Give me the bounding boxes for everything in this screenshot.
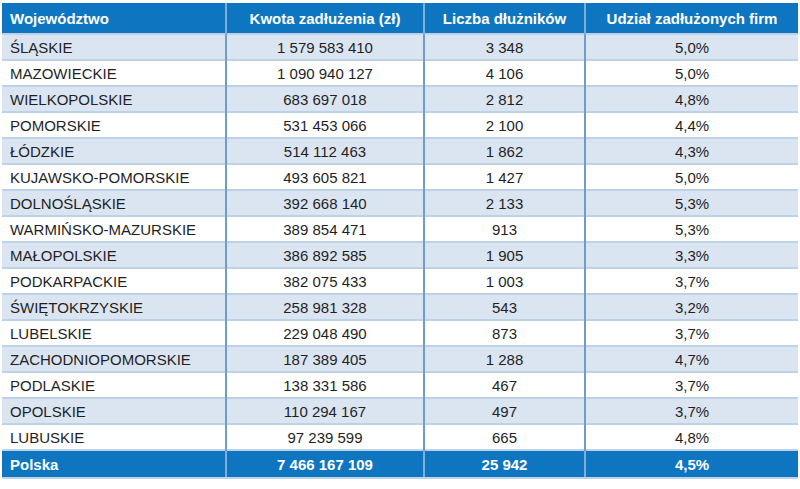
table-row: KUJAWSKO-POMORSKIE493 605 8211 4275,0%: [2, 164, 798, 190]
debt-amount-cell: 683 697 018: [226, 86, 424, 112]
debt-amount-cell: 138 331 586: [226, 372, 424, 398]
table-header: Województwo Kwota zadłużenia (zł) Liczba…: [2, 3, 798, 34]
debtor-count-cell: 873: [424, 320, 585, 346]
debtor-count-cell: 665: [424, 424, 585, 450]
debtor-share-cell: 4,7%: [585, 346, 798, 372]
debtor-share-cell: 3,2%: [585, 294, 798, 320]
total-debtor-count-cell: 25 942: [424, 450, 585, 478]
debt-amount-cell: 110 294 167: [226, 398, 424, 424]
voivodeship-cell: PODLASKIE: [2, 372, 226, 398]
total-row: Polska 7 466 167 109 25 942 4,5%: [2, 450, 798, 478]
debt-table: Województwo Kwota zadłużenia (zł) Liczba…: [2, 3, 798, 479]
debtor-count-cell: 543: [424, 294, 585, 320]
voivodeship-cell: ŚWIĘTOKRZYSKIE: [2, 294, 226, 320]
total-label-cell: Polska: [2, 450, 226, 478]
header-cell-debtor-share: Udział zadłużonych firm: [585, 3, 798, 34]
voivodeship-cell: WARMIŃSKO-MAZURSKIE: [2, 216, 226, 242]
debtor-share-cell: 3,3%: [585, 242, 798, 268]
debtor-share-cell: 4,8%: [585, 86, 798, 112]
debtor-count-cell: 1 905: [424, 242, 585, 268]
header-row: Województwo Kwota zadłużenia (zł) Liczba…: [2, 3, 798, 34]
table-footer: Polska 7 466 167 109 25 942 4,5%: [2, 450, 798, 478]
voivodeship-cell: LUBELSKIE: [2, 320, 226, 346]
table-row: MAŁOPOLSKIE386 892 5851 9053,3%: [2, 242, 798, 268]
total-debtor-share-cell: 4,5%: [585, 450, 798, 478]
debtor-count-cell: 467: [424, 372, 585, 398]
voivodeship-cell: ŚLĄSKIE: [2, 34, 226, 60]
debtor-count-cell: 1 003: [424, 268, 585, 294]
debtor-share-cell: 4,3%: [585, 138, 798, 164]
debt-amount-cell: 229 048 490: [226, 320, 424, 346]
debtor-share-cell: 5,3%: [585, 190, 798, 216]
debtor-count-cell: 1 862: [424, 138, 585, 164]
debtor-share-cell: 4,8%: [585, 424, 798, 450]
table-row: PODLASKIE138 331 5864673,7%: [2, 372, 798, 398]
voivodeship-cell: LUBUSKIE: [2, 424, 226, 450]
debt-amount-cell: 493 605 821: [226, 164, 424, 190]
debtor-count-cell: 1 427: [424, 164, 585, 190]
debtor-share-cell: 3,7%: [585, 268, 798, 294]
voivodeship-cell: DOLNOŚLĄSKIE: [2, 190, 226, 216]
debt-amount-cell: 389 854 471: [226, 216, 424, 242]
debtor-share-cell: 5,0%: [585, 164, 798, 190]
debtor-count-cell: 3 348: [424, 34, 585, 60]
header-cell-debt-amount: Kwota zadłużenia (zł): [226, 3, 424, 34]
voivodeship-cell: MAŁOPOLSKIE: [2, 242, 226, 268]
debt-amount-cell: 97 239 599: [226, 424, 424, 450]
debt-amount-cell: 382 075 433: [226, 268, 424, 294]
debtor-count-cell: 2 133: [424, 190, 585, 216]
table-row: ŚLĄSKIE1 579 583 4103 3485,0%: [2, 34, 798, 60]
table-row: OPOLSKIE110 294 1674973,7%: [2, 398, 798, 424]
header-cell-voivodeship: Województwo: [2, 3, 226, 34]
debt-amount-cell: 392 668 140: [226, 190, 424, 216]
voivodeship-cell: OPOLSKIE: [2, 398, 226, 424]
table-body: ŚLĄSKIE1 579 583 4103 3485,0%MAZOWIECKIE…: [2, 34, 798, 450]
table-row: WARMIŃSKO-MAZURSKIE389 854 4719135,3%: [2, 216, 798, 242]
voivodeship-cell: PODKARPACKIE: [2, 268, 226, 294]
debt-amount-cell: 514 112 463: [226, 138, 424, 164]
debt-amount-cell: 258 981 328: [226, 294, 424, 320]
header-cell-debtor-count: Liczba dłużników: [424, 3, 585, 34]
debtor-share-cell: 5,0%: [585, 60, 798, 86]
total-debt-amount-cell: 7 466 167 109: [226, 450, 424, 478]
table-row: LUBELSKIE229 048 4908733,7%: [2, 320, 798, 346]
debt-amount-cell: 1 090 940 127: [226, 60, 424, 86]
debt-amount-cell: 1 579 583 410: [226, 34, 424, 60]
debtor-count-cell: 913: [424, 216, 585, 242]
table-row: WIELKOPOLSKIE683 697 0182 8124,8%: [2, 86, 798, 112]
debtor-share-cell: 3,7%: [585, 372, 798, 398]
debt-table-container: Województwo Kwota zadłużenia (zł) Liczba…: [0, 0, 800, 479]
voivodeship-cell: POMORSKIE: [2, 112, 226, 138]
table-row: POMORSKIE531 453 0662 1004,4%: [2, 112, 798, 138]
debt-amount-cell: 386 892 585: [226, 242, 424, 268]
debtor-count-cell: 1 288: [424, 346, 585, 372]
debtor-share-cell: 3,7%: [585, 320, 798, 346]
table-row: ZACHODNIOPOMORSKIE187 389 4051 2884,7%: [2, 346, 798, 372]
debtor-share-cell: 3,7%: [585, 398, 798, 424]
debt-amount-cell: 187 389 405: [226, 346, 424, 372]
voivodeship-cell: ZACHODNIOPOMORSKIE: [2, 346, 226, 372]
voivodeship-cell: WIELKOPOLSKIE: [2, 86, 226, 112]
voivodeship-cell: KUJAWSKO-POMORSKIE: [2, 164, 226, 190]
table-row: LUBUSKIE97 239 5996654,8%: [2, 424, 798, 450]
voivodeship-cell: MAZOWIECKIE: [2, 60, 226, 86]
debtor-count-cell: 2 100: [424, 112, 585, 138]
debt-amount-cell: 531 453 066: [226, 112, 424, 138]
debtor-share-cell: 5,3%: [585, 216, 798, 242]
table-row: MAZOWIECKIE1 090 940 1274 1065,0%: [2, 60, 798, 86]
debtor-count-cell: 497: [424, 398, 585, 424]
table-row: ŚWIĘTOKRZYSKIE258 981 3285433,2%: [2, 294, 798, 320]
table-row: ŁÓDZKIE514 112 4631 8624,3%: [2, 138, 798, 164]
table-row: DOLNOŚLĄSKIE392 668 1402 1335,3%: [2, 190, 798, 216]
voivodeship-cell: ŁÓDZKIE: [2, 138, 226, 164]
debtor-count-cell: 4 106: [424, 60, 585, 86]
table-row: PODKARPACKIE382 075 4331 0033,7%: [2, 268, 798, 294]
debtor-share-cell: 5,0%: [585, 34, 798, 60]
debtor-share-cell: 4,4%: [585, 112, 798, 138]
debtor-count-cell: 2 812: [424, 86, 585, 112]
